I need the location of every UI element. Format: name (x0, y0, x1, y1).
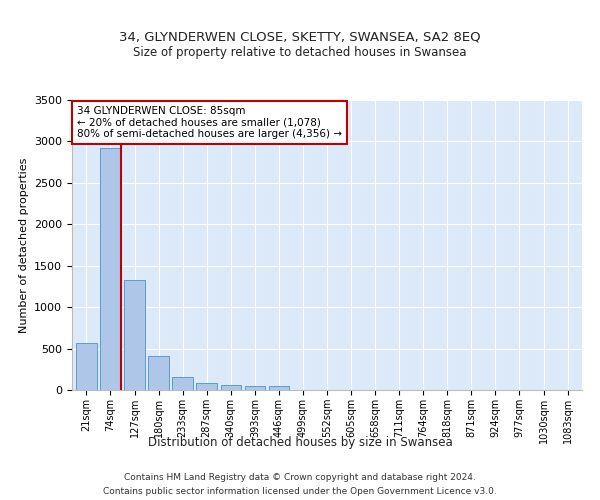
Text: Size of property relative to detached houses in Swansea: Size of property relative to detached ho… (133, 46, 467, 59)
Bar (196, 384, 217, 390)
Text: Distribution of detached houses by size in Swansea: Distribution of detached houses by size … (148, 436, 452, 449)
Bar (100, 148, 121, 390)
Bar (269, 386, 289, 390)
Bar (148, 356, 169, 390)
Bar (221, 386, 241, 390)
Text: Contains HM Land Registry data © Crown copyright and database right 2024.: Contains HM Land Registry data © Crown c… (124, 473, 476, 482)
Text: 34, GLYNDERWEN CLOSE, SKETTY, SWANSEA, SA2 8EQ: 34, GLYNDERWEN CLOSE, SKETTY, SWANSEA, S… (119, 31, 481, 44)
Bar (172, 377, 193, 390)
Bar (245, 386, 265, 390)
Text: Contains public sector information licensed under the Open Government Licence v3: Contains public sector information licen… (103, 486, 497, 496)
Y-axis label: Number of detached properties: Number of detached properties (19, 158, 29, 332)
Text: 34 GLYNDERWEN CLOSE: 85sqm
← 20% of detached houses are smaller (1,078)
80% of s: 34 GLYNDERWEN CLOSE: 85sqm ← 20% of deta… (77, 106, 342, 139)
Bar (124, 280, 145, 390)
Bar (76, 343, 97, 390)
